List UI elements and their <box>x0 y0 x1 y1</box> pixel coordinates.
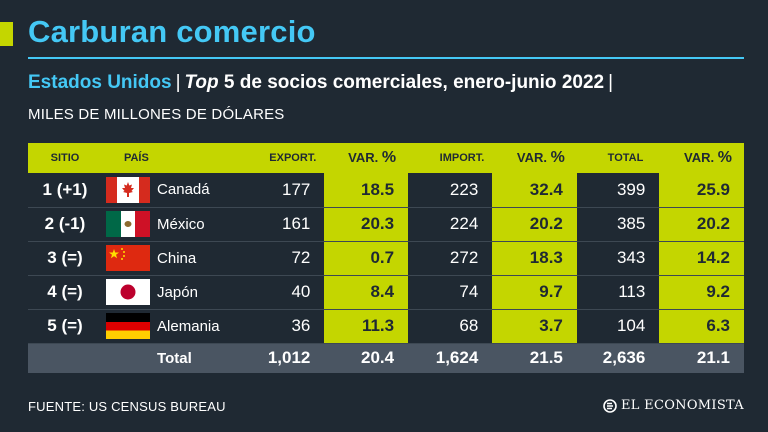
export-cell: 36 <box>241 309 325 344</box>
header-pct-label: % <box>717 149 732 166</box>
export-cell: 40 <box>241 275 325 310</box>
flag-cell <box>101 275 154 310</box>
total-var-cell: 20.2 <box>659 207 744 242</box>
export-cell: 161 <box>241 207 325 242</box>
import-var-cell: 9.7 <box>492 275 577 310</box>
total-var-cell: 9.2 <box>659 275 744 310</box>
total-export-var-cell: 20.4 <box>361 348 395 368</box>
import-var-cell: 20.2 <box>492 207 577 242</box>
table-header-row: SITIO PAÍS EXPORT. VAR. % IMPORT. VAR. %… <box>28 143 744 173</box>
export-cell: 72 <box>241 241 325 276</box>
table-row: 4 (=) Japón 40 8.4 74 9.7 113 9.2 <box>28 275 744 310</box>
export-var-cell: 11.3 <box>324 309 409 344</box>
rank-cell: 4 (=) <box>28 275 102 310</box>
total-cell: 385 <box>576 207 660 242</box>
header-var-label: VAR. <box>348 150 379 165</box>
rank-cell: 3 (=) <box>28 241 102 276</box>
page-title: Carburan comercio <box>28 14 316 49</box>
export-var-cell: 18.5 <box>324 173 409 208</box>
import-var-cell: 32.4 <box>492 173 577 208</box>
table-row: 1 (+1) Canadá 177 18.5 223 32.4 399 25.9 <box>28 173 744 208</box>
total-var-cell: 6.3 <box>659 309 744 344</box>
import-cell: 223 <box>408 173 493 208</box>
export-var-cell: 20.3 <box>324 207 409 242</box>
header-total: TOTAL <box>607 152 644 164</box>
header-var-label: VAR. <box>684 150 715 165</box>
subtitle: Estados Unidos | Top 5 de socios comercial… <box>28 72 617 94</box>
import-cell: 68 <box>408 309 493 344</box>
total-total-cell: 2,636 <box>602 348 646 368</box>
table-total-row: Total 1,012 20.4 1,624 21.5 2,636 21.1 <box>28 343 744 373</box>
total-empty-cell <box>28 343 102 373</box>
unit-label: MILES DE MILLONES DE DÓLARES <box>28 106 285 123</box>
header-import-var: VAR. % <box>492 143 577 173</box>
subtitle-separator: | <box>175 72 181 93</box>
import-var-cell: 3.7 <box>492 309 577 344</box>
accent-bar <box>0 22 13 46</box>
flag-cell <box>101 173 154 208</box>
mexico-flag-icon <box>105 211 150 237</box>
flag-cell <box>101 207 154 242</box>
brand-logo: EL ECONOMISTA <box>603 398 744 413</box>
country-cell: China <box>153 241 242 276</box>
germany-flag-icon <box>105 313 150 339</box>
import-cell: 272 <box>408 241 493 276</box>
total-var-cell: 14.2 <box>659 241 744 276</box>
title-divider <box>28 57 744 59</box>
table-row: 2 (-1) México 161 20.3 224 20.2 385 20.2 <box>28 207 744 242</box>
total-label: Total <box>157 349 192 367</box>
import-cell: 74 <box>408 275 493 310</box>
canada-flag-icon <box>105 176 150 203</box>
export-cell: 177 <box>241 173 325 208</box>
rank-cell: 1 (+1) <box>28 173 102 208</box>
total-total-var-cell: 21.1 <box>696 348 730 368</box>
logo-mark-icon <box>603 398 617 413</box>
total-import-var-cell: 21.5 <box>529 348 563 368</box>
subtitle-separator-end: | <box>608 72 614 93</box>
flag-cell <box>101 241 154 276</box>
total-empty-cell <box>102 343 153 373</box>
trade-partners-table: SITIO PAÍS EXPORT. VAR. % IMPORT. VAR. %… <box>28 143 744 373</box>
logo-text: EL ECONOMISTA <box>621 398 744 413</box>
header-export: EXPORT. <box>269 152 317 164</box>
table-row: 3 (=) China 72 0.7 272 18.3 343 14.2 <box>28 241 744 276</box>
table-row: 5 (=) Alemania 36 11.3 68 3.7 104 6.3 <box>28 309 744 344</box>
export-var-cell: 0.7 <box>324 241 409 276</box>
total-cell: 113 <box>576 275 660 310</box>
import-cell: 224 <box>408 207 493 242</box>
subtitle-description: 5 de socios comerciales, enero-junio 202… <box>223 72 605 93</box>
total-export-cell: 1,012 <box>267 348 311 368</box>
total-var-cell: 25.9 <box>659 173 744 208</box>
export-var-cell: 8.4 <box>324 275 409 310</box>
header-pct-label: % <box>381 149 397 166</box>
header-total-var: VAR. % <box>659 143 744 173</box>
country-cell: Japón <box>153 275 242 310</box>
header-import: IMPORT. <box>439 152 485 164</box>
country-cell: Canadá <box>153 173 242 208</box>
flag-cell <box>101 309 154 344</box>
import-var-cell: 18.3 <box>492 241 577 276</box>
country-cell: Alemania <box>153 309 242 344</box>
total-cell: 399 <box>576 173 660 208</box>
rank-cell: 2 (-1) <box>28 207 102 242</box>
subtitle-top: Top <box>184 72 219 93</box>
total-cell: 343 <box>576 241 660 276</box>
total-import-cell: 1,624 <box>435 348 479 368</box>
total-cell: 104 <box>576 309 660 344</box>
header-sitio: SITIO <box>50 152 80 164</box>
subtitle-country: Estados Unidos <box>28 72 172 93</box>
rank-cell: 5 (=) <box>28 309 102 344</box>
source-note: FUENTE: US CENSUS BUREAU <box>28 399 226 414</box>
japan-flag-icon <box>105 279 150 305</box>
header-pais: PAÍS <box>123 152 149 164</box>
header-export-var: VAR. % <box>324 143 408 173</box>
china-flag-icon <box>105 245 150 271</box>
header-pct-label: % <box>550 149 565 166</box>
header-var-label: VAR. <box>516 150 548 165</box>
country-cell: México <box>153 207 242 242</box>
